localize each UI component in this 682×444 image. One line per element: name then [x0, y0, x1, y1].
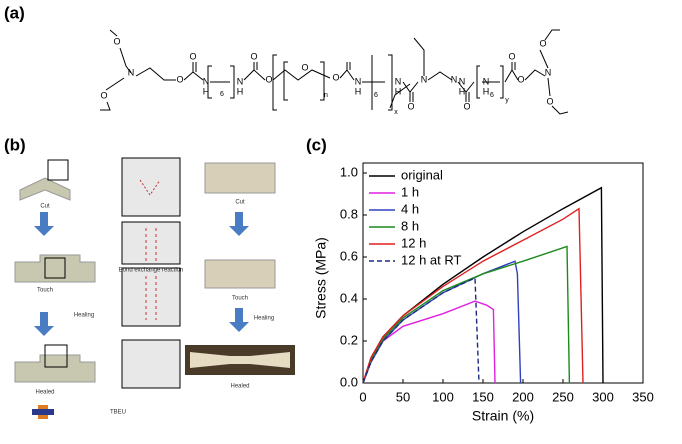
atom: H: [237, 86, 244, 96]
schematic-label: Healed: [35, 390, 54, 396]
atom: N: [459, 76, 466, 86]
schematic-label: Healing: [254, 316, 274, 322]
x-tick-label: 50: [396, 389, 410, 404]
schematic-label: TBEU: [110, 410, 126, 416]
schematic-label: Bond exchange reaction: [119, 268, 184, 274]
atom: N: [128, 67, 135, 77]
atom: N: [421, 74, 428, 84]
x-tick-label: 0: [359, 389, 366, 404]
atom: O: [407, 101, 414, 111]
atom: N: [237, 76, 244, 86]
x-tick-label: 350: [632, 389, 654, 404]
atom: O: [301, 62, 308, 72]
y-tick-label: 0.0: [340, 374, 358, 389]
atom: H: [483, 86, 490, 96]
y-tick-label: 1.0: [340, 164, 358, 179]
atom: H: [459, 86, 466, 96]
y-tick-label: 0.4: [340, 290, 358, 305]
atom: N: [355, 76, 362, 86]
y-tick-label: 0.8: [340, 206, 358, 221]
series-line: [362, 260, 522, 384]
atom: O: [250, 51, 257, 61]
subscript: n: [324, 92, 328, 99]
x-tick-label: 200: [512, 389, 534, 404]
subscript: y: [505, 97, 509, 104]
legend-label: 4 h: [401, 201, 419, 216]
x-tick-label: 100: [432, 389, 454, 404]
schematic: [14, 157, 295, 419]
schematic-label: Touch: [37, 288, 53, 294]
atom: H: [203, 86, 210, 96]
legend-label: 8 h: [401, 218, 419, 233]
atom: O: [113, 36, 120, 46]
schematic-label: Healing: [74, 313, 94, 319]
atom: N: [545, 67, 552, 77]
legend-label: 12 h at RT: [401, 252, 462, 267]
legend-label: original: [401, 167, 443, 182]
y-axis-label: Stress (MPa): [313, 237, 329, 319]
atom: N: [395, 76, 402, 86]
atom: O: [539, 38, 546, 48]
atom: H: [395, 86, 402, 96]
schematic-label: Cut: [40, 204, 50, 210]
y-tick-label: 0.6: [340, 248, 358, 263]
atom: N: [203, 76, 210, 86]
chemical-structure: [100, 29, 569, 115]
series-line: [362, 245, 571, 384]
subscript: 6: [220, 91, 224, 98]
legend-label: 1 h: [401, 184, 419, 199]
panel-label: (c): [306, 135, 327, 154]
atom: O: [508, 51, 515, 61]
atom: O: [546, 96, 553, 106]
x-axis-label: Strain (%): [472, 408, 534, 424]
schematic-label: Cut: [235, 200, 245, 206]
atom: O: [176, 74, 183, 84]
atom: O: [517, 74, 524, 84]
atom: N: [483, 76, 490, 86]
atom: O: [463, 101, 470, 111]
plot-frame: [362, 162, 644, 384]
x-tick-label: 300: [592, 389, 614, 404]
subscript: 6: [374, 92, 378, 99]
panel-label: (a): [4, 3, 25, 22]
series-line: [362, 276, 480, 384]
schematic-label: Touch: [232, 296, 248, 302]
series-line: [362, 207, 584, 384]
atom: O: [189, 51, 196, 61]
x-tick-label: 150: [472, 389, 494, 404]
subscript: x: [394, 109, 398, 116]
schematic-label: Healed: [230, 384, 249, 390]
y-tick-label: 0.2: [340, 332, 358, 347]
atom: O: [265, 74, 272, 84]
legend-label: 12 h: [401, 235, 426, 250]
atom: O: [100, 90, 107, 100]
atom: O: [332, 72, 339, 82]
atom: H: [355, 86, 362, 96]
subscript: 6: [490, 92, 494, 99]
panel-label: (b): [4, 135, 26, 154]
atom: N: [451, 74, 458, 84]
x-tick-label: 250: [552, 389, 574, 404]
